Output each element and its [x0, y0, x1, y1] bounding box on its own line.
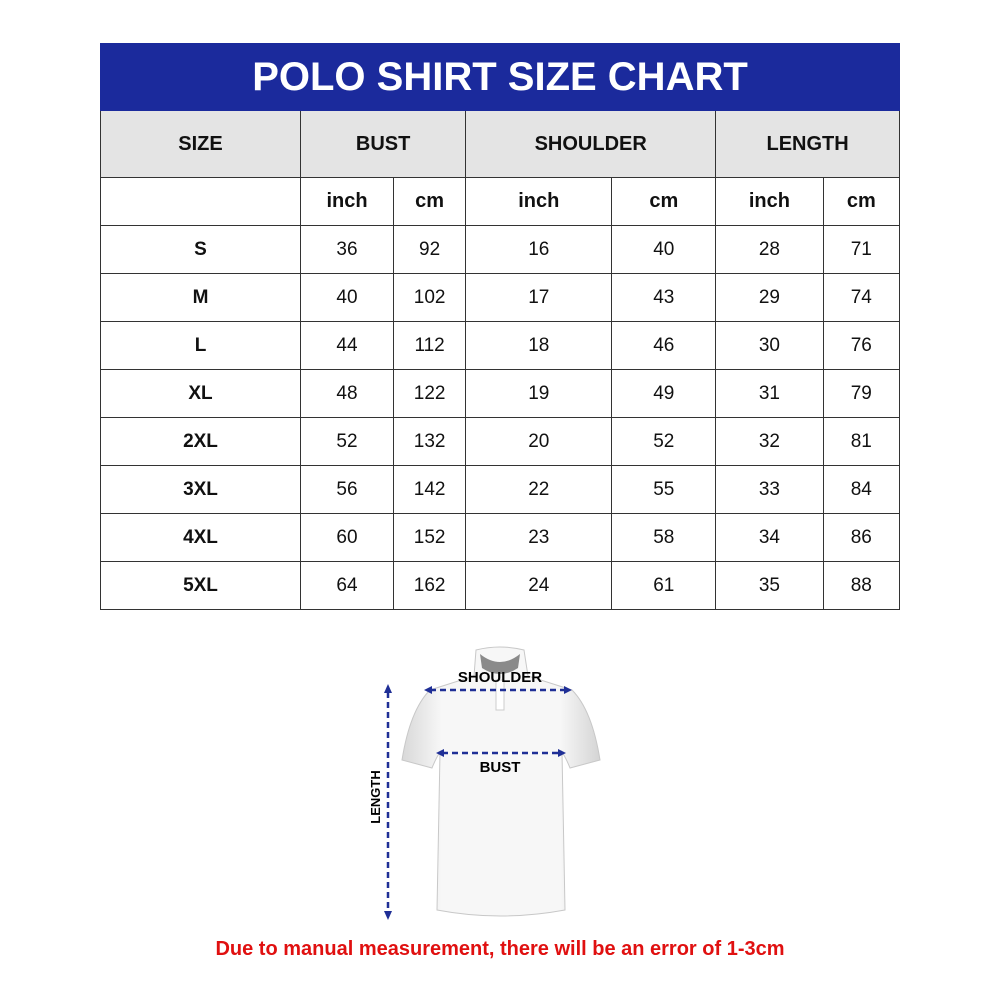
- value-cell: 28: [715, 225, 824, 274]
- value-cell: 29: [715, 273, 824, 322]
- header-bust: BUST: [299, 110, 467, 178]
- value-cell: 31: [715, 369, 824, 418]
- chart-title: POLO SHIRT SIZE CHART: [100, 43, 900, 111]
- value-cell: 44: [300, 321, 394, 370]
- value-cell: 35: [715, 561, 824, 610]
- size-cell: S: [100, 225, 301, 274]
- polo-shirt-icon: [401, 646, 601, 917]
- value-cell: 79: [822, 369, 901, 418]
- value-cell: 76: [822, 321, 901, 370]
- length-label: LENGTH: [368, 770, 383, 823]
- value-cell: 86: [822, 513, 901, 562]
- value-cell: 30: [715, 321, 824, 370]
- value-cell: 32: [715, 417, 824, 466]
- table-row: M 40 102 17 43 29 74: [100, 273, 901, 322]
- shoulder-label: SHOULDER: [458, 669, 542, 686]
- header-shoulder: SHOULDER: [465, 110, 717, 178]
- unit-label: cm: [822, 177, 901, 226]
- size-cell: L: [100, 321, 301, 370]
- value-cell: 88: [822, 561, 901, 610]
- value-cell: 74: [822, 273, 901, 322]
- value-cell: 162: [392, 561, 467, 610]
- value-cell: 18: [465, 321, 613, 370]
- value-cell: 152: [392, 513, 467, 562]
- value-cell: 43: [611, 273, 717, 322]
- value-cell: 84: [822, 465, 901, 514]
- value-cell: 33: [715, 465, 824, 514]
- table-row: S 36 92 16 40 28 71: [100, 225, 901, 274]
- table-row: 2XL 52 132 20 52 32 81: [100, 417, 901, 466]
- value-cell: 23: [465, 513, 613, 562]
- size-cell: 5XL: [100, 561, 301, 610]
- table-row: 4XL 60 152 23 58 34 86: [100, 513, 901, 562]
- value-cell: 55: [611, 465, 717, 514]
- value-cell: 22: [465, 465, 613, 514]
- shirt-measurement-diagram: SHOULDER BUST LENGTH: [368, 646, 601, 920]
- size-cell: 4XL: [100, 513, 301, 562]
- value-cell: 81: [822, 417, 901, 466]
- table-row: 5XL 64 162 24 61 35 88: [100, 561, 901, 610]
- bust-label: BUST: [480, 759, 521, 776]
- value-cell: 52: [300, 417, 394, 466]
- value-cell: 71: [822, 225, 901, 274]
- header-length: LENGTH: [715, 110, 900, 178]
- unit-label: inch: [300, 177, 394, 226]
- size-chart-table: POLO SHIRT SIZE CHART SIZE BUST SHOULDER…: [100, 43, 901, 610]
- value-cell: 61: [611, 561, 717, 610]
- table-row: 3XL 56 142 22 55 33 84: [100, 465, 901, 514]
- size-cell: XL: [100, 369, 301, 418]
- value-cell: 17: [465, 273, 613, 322]
- size-cell: 2XL: [100, 417, 301, 466]
- units-blank: [100, 177, 301, 226]
- value-cell: 52: [611, 417, 717, 466]
- value-cell: 36: [300, 225, 394, 274]
- unit-label: inch: [715, 177, 824, 226]
- value-cell: 64: [300, 561, 394, 610]
- table-row: XL 48 122 19 49 31 79: [100, 369, 901, 418]
- value-cell: 60: [300, 513, 394, 562]
- value-cell: 102: [392, 273, 467, 322]
- measurement-note: Due to manual measurement, there will be…: [215, 938, 785, 960]
- value-cell: 49: [611, 369, 717, 418]
- value-cell: 56: [300, 465, 394, 514]
- header-size: SIZE: [100, 110, 301, 178]
- value-cell: 40: [300, 273, 394, 322]
- value-cell: 19: [465, 369, 613, 418]
- unit-label: cm: [392, 177, 467, 226]
- value-cell: 92: [392, 225, 467, 274]
- size-cell: 3XL: [100, 465, 301, 514]
- value-cell: 16: [465, 225, 613, 274]
- unit-label: cm: [611, 177, 717, 226]
- value-cell: 48: [300, 369, 394, 418]
- value-cell: 24: [465, 561, 613, 610]
- value-cell: 142: [392, 465, 467, 514]
- value-cell: 46: [611, 321, 717, 370]
- unit-label: inch: [465, 177, 613, 226]
- value-cell: 20: [465, 417, 613, 466]
- size-cell: M: [100, 273, 301, 322]
- table-row: L 44 112 18 46 30 76: [100, 321, 901, 370]
- value-cell: 58: [611, 513, 717, 562]
- value-cell: 112: [392, 321, 467, 370]
- value-cell: 132: [392, 417, 467, 466]
- value-cell: 34: [715, 513, 824, 562]
- value-cell: 40: [611, 225, 717, 274]
- value-cell: 122: [392, 369, 467, 418]
